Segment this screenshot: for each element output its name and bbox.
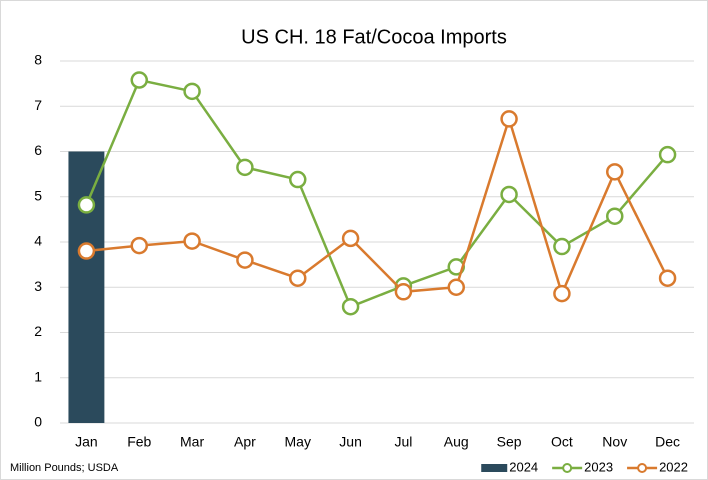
line-marker [500, 110, 518, 128]
y-tick-label: 2 [34, 323, 42, 339]
bar [68, 151, 105, 423]
legend-label: 2022 [659, 459, 688, 474]
line-marker [394, 283, 413, 301]
legend-swatch [481, 464, 508, 472]
line-marker [658, 269, 677, 287]
x-tick-label: Mar [180, 434, 204, 450]
line-marker [183, 232, 201, 250]
legend-swatch-marker [637, 463, 648, 473]
y-tick-label: 4 [34, 233, 42, 249]
source-note: Million Pounds; USDA [10, 462, 119, 474]
y-tick-label: 0 [34, 414, 42, 430]
line-marker [447, 278, 465, 296]
y-tick-label: 8 [34, 52, 42, 68]
x-tick-label: Jun [339, 434, 362, 450]
x-tick-label: Nov [602, 434, 627, 450]
line-marker [130, 236, 148, 255]
line-marker [553, 284, 571, 303]
line-marker [658, 145, 677, 164]
line-marker [130, 71, 148, 89]
line-marker [289, 269, 307, 287]
x-tick-label: Dec [655, 434, 680, 450]
x-tick-label: Oct [551, 434, 573, 450]
line-marker [289, 170, 307, 189]
x-tick-label: Sep [497, 434, 522, 450]
line-marker [183, 82, 201, 101]
line-marker [341, 297, 360, 316]
x-tick-label: Jul [394, 434, 412, 450]
line-marker [606, 207, 624, 225]
y-tick-label: 7 [34, 97, 42, 113]
y-tick-label: 3 [34, 278, 42, 294]
x-tick-label: Feb [127, 434, 151, 450]
y-tick-label: 6 [34, 142, 42, 158]
x-tick-label: Aug [444, 434, 469, 450]
line-marker [77, 242, 96, 260]
line-marker [236, 158, 254, 177]
y-tick-label: 5 [34, 187, 42, 203]
line-series [86, 114, 669, 298]
legend-label: 2023 [584, 459, 613, 474]
line-marker [500, 185, 518, 204]
line-marker [77, 196, 96, 214]
line-marker [606, 163, 624, 181]
line-marker [553, 237, 571, 256]
chart-title: US CH. 18 Fat/Cocoa Imports [241, 26, 507, 48]
line-marker [341, 229, 360, 248]
x-tick-label: May [285, 434, 311, 450]
x-tick-label: Apr [234, 434, 256, 450]
line-series [85, 78, 669, 309]
legend-swatch-marker [562, 463, 573, 473]
x-tick-label: Jan [75, 434, 98, 450]
legend-label: 2024 [509, 459, 538, 474]
y-tick-label: 1 [34, 368, 42, 384]
line-marker [236, 251, 254, 269]
